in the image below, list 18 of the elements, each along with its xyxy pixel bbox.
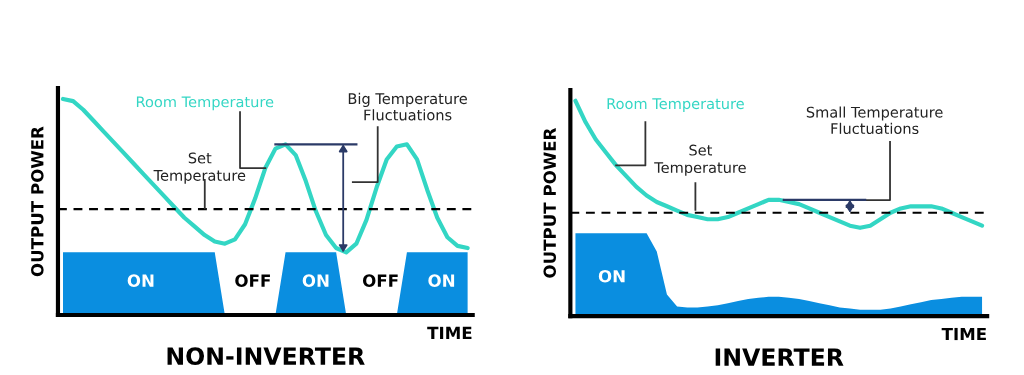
y-axis-title: OUTPUT POWER [543, 127, 557, 278]
annotation: ON [428, 274, 455, 287]
text: INVERTER [715, 348, 844, 366]
x-axis-title: TIME [427, 326, 472, 340]
annotation: ON [127, 274, 154, 287]
text: NON-INVERTER [167, 347, 365, 366]
annotation: Small Temperature Fluctuations [806, 106, 943, 135]
annotation: ON [302, 274, 329, 287]
x-axis-title: TIME [941, 327, 986, 341]
y-axis-title: OUTPUT POWER [31, 126, 44, 277]
text: Room Temperature [136, 96, 274, 111]
series-label: Room Temperature [607, 98, 744, 112]
annotation: OFF [235, 274, 270, 287]
ref-line-label: Set Temperature [153, 152, 246, 184]
annotation: Big Temperature Fluctuations [348, 92, 467, 121]
annotation: OFF [362, 274, 398, 287]
annotation: ON [598, 269, 625, 283]
ref-line-label: Set Temperature [654, 144, 746, 176]
